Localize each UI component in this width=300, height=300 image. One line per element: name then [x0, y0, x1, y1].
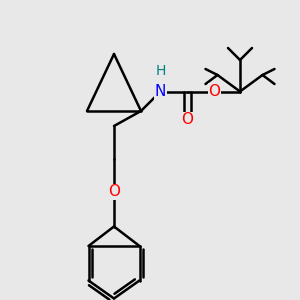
Text: O: O	[182, 112, 194, 128]
Text: H: H	[155, 64, 166, 77]
Text: O: O	[208, 84, 220, 99]
Text: O: O	[108, 184, 120, 200]
Text: N: N	[155, 84, 166, 99]
